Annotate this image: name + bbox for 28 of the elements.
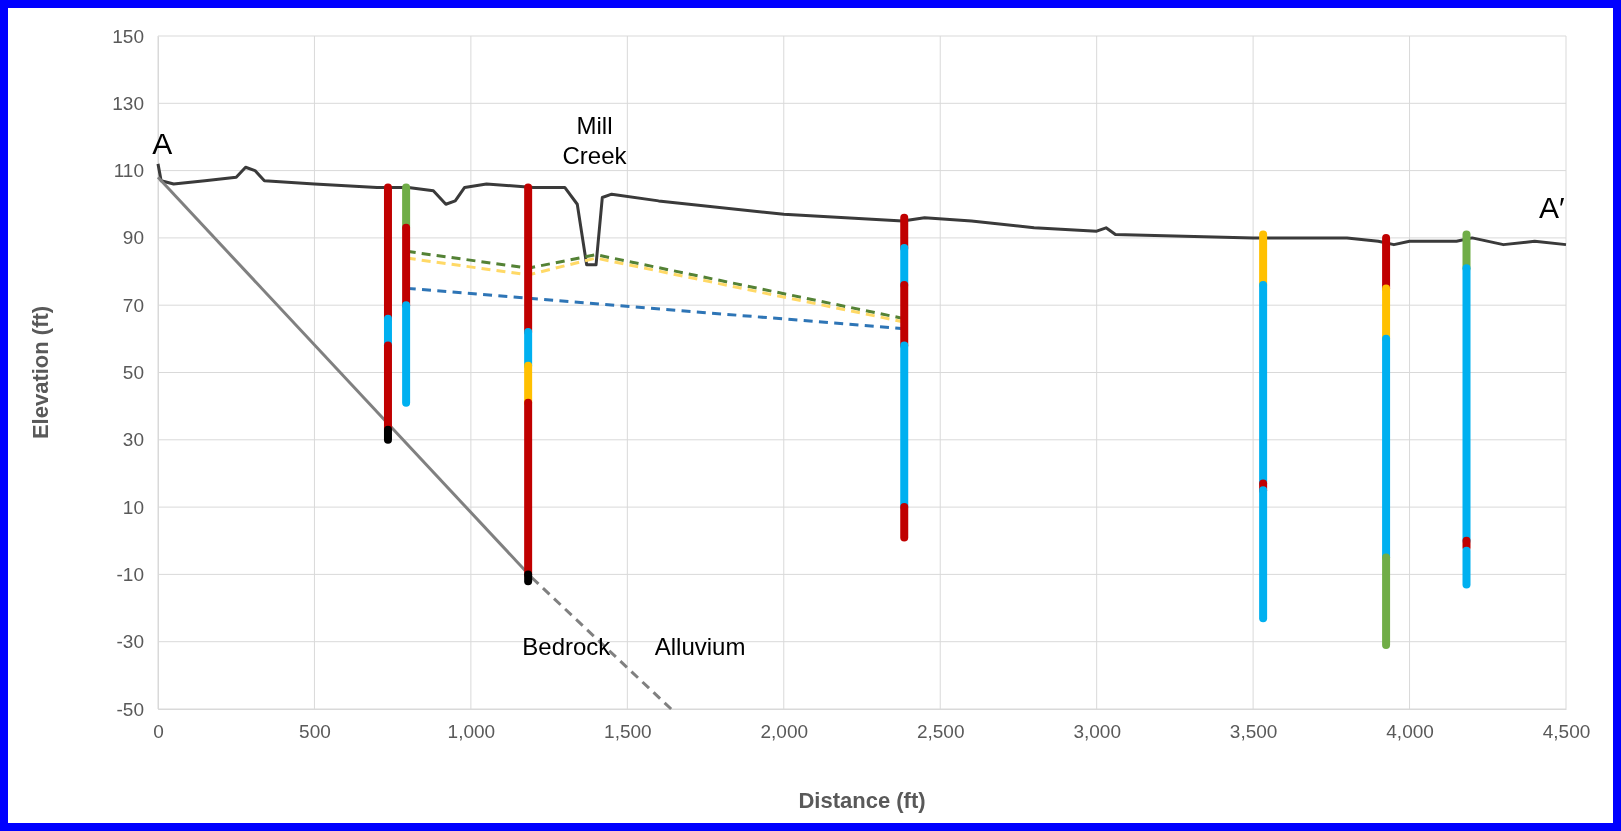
annotation: Bedrock bbox=[522, 633, 612, 661]
x-tick-label: 4,000 bbox=[1386, 721, 1434, 743]
x-tick-label: 3,500 bbox=[1229, 721, 1278, 743]
x-axis-title: Distance (ft) bbox=[798, 788, 926, 813]
x-tick-label: 1,000 bbox=[447, 721, 496, 743]
annotation: A′ bbox=[1539, 190, 1566, 224]
x-tick-label: 500 bbox=[299, 721, 331, 743]
x-tick-label: 4,500 bbox=[1542, 721, 1591, 743]
y-tick-label: -30 bbox=[116, 631, 144, 653]
annotation: Mill Creek bbox=[562, 111, 628, 169]
y-tick-label: 90 bbox=[122, 227, 144, 249]
y-tick-label: -10 bbox=[116, 563, 144, 585]
x-tick-label: 1,500 bbox=[604, 721, 652, 743]
y-tick-label: 70 bbox=[122, 294, 144, 316]
x-tick-label: 0 bbox=[153, 721, 164, 743]
y-tick-label: 10 bbox=[122, 496, 144, 518]
y-tick-label: 30 bbox=[122, 429, 144, 451]
y-tick-label: 50 bbox=[122, 362, 144, 384]
annotation: Alluvium bbox=[654, 633, 746, 661]
x-tick-label: 2,000 bbox=[760, 721, 809, 743]
y-tick-label: 130 bbox=[112, 92, 144, 114]
x-tick-label: 2,500 bbox=[916, 721, 965, 743]
annotation: A bbox=[152, 126, 173, 160]
x-tick-label: 3,000 bbox=[1073, 721, 1121, 743]
y-tick-label: 110 bbox=[113, 160, 144, 182]
y-tick-label: 150 bbox=[112, 25, 144, 47]
y-tick-label: -50 bbox=[116, 698, 144, 720]
y-axis-title: Elevation (ft) bbox=[28, 305, 53, 440]
